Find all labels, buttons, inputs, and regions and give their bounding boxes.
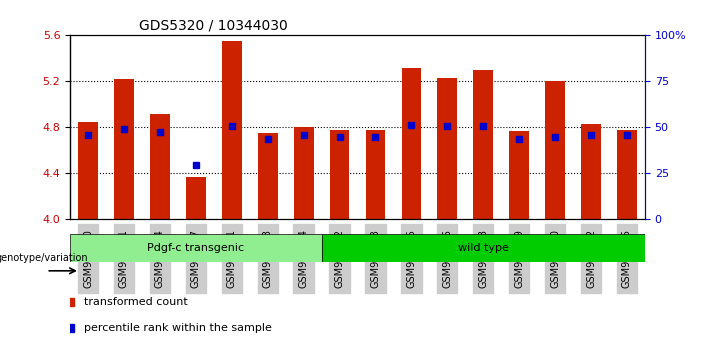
Bar (114, 79, 134, 219)
Bar (150, 114, 170, 219)
Bar (329, 130, 349, 219)
Text: transformed count: transformed count (85, 297, 189, 307)
Text: percentile rank within the sample: percentile rank within the sample (85, 323, 273, 333)
Bar (402, 68, 421, 219)
Bar (510, 131, 529, 219)
Bar (366, 130, 386, 219)
FancyBboxPatch shape (322, 234, 645, 262)
Bar (222, 41, 242, 219)
Text: wild type: wild type (458, 243, 509, 253)
Bar (437, 78, 457, 219)
Bar (79, 122, 98, 219)
Text: genotype/variation: genotype/variation (0, 253, 88, 263)
Bar (294, 127, 313, 219)
Text: GDS5320 / 10344030: GDS5320 / 10344030 (139, 19, 288, 33)
Text: Pdgf-c transgenic: Pdgf-c transgenic (147, 243, 245, 253)
Bar (617, 130, 637, 219)
Bar (545, 81, 565, 219)
FancyBboxPatch shape (70, 234, 322, 262)
Bar (473, 70, 493, 219)
Bar (186, 177, 205, 219)
Bar (258, 133, 278, 219)
Bar (581, 124, 601, 219)
